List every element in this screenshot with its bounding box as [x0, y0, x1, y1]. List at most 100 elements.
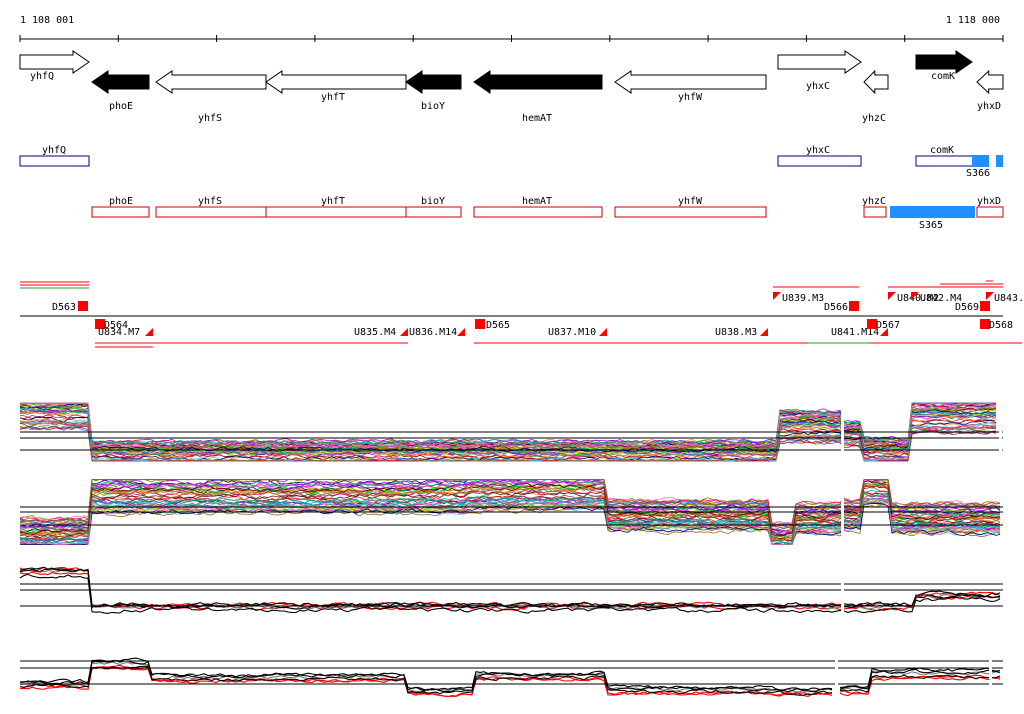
gene-label: yhfT: [321, 92, 345, 103]
expression-trace: [19, 480, 1001, 537]
segment-U834[interactable]: U834.M7: [98, 327, 153, 338]
cds-box-yhxC[interactable]: yhxC: [777, 145, 862, 167]
expression-trace: [20, 402, 996, 446]
gene-yhfW[interactable]: yhfW: [614, 70, 767, 103]
expression-trace: [19, 478, 1001, 535]
gene-yhzC[interactable]: yhzC: [862, 69, 889, 124]
coordinate-ruler: 1 108 001 1 118 000: [19, 15, 1004, 42]
segment-U842[interactable]: U842.M4: [911, 292, 962, 304]
segment-U835[interactable]: U835.M4: [354, 327, 408, 338]
segment-U843[interactable]: U843.: [986, 292, 1024, 304]
gene-yhxC[interactable]: yhxC: [777, 50, 862, 92]
transcript-box-label: yhfW: [678, 196, 703, 207]
gene-arrow-shape: [863, 69, 889, 95]
gene-comK[interactable]: comK: [915, 50, 973, 82]
transcript-box-yhfS[interactable]: yhfS: [155, 196, 267, 218]
gene-label: comK: [931, 71, 955, 82]
cds-box-comK[interactable]: comK: [915, 145, 975, 167]
segment-U837[interactable]: U837.M10: [548, 327, 607, 338]
transcript-box-label: yhxD: [977, 196, 1001, 207]
segment-U841[interactable]: U841.M14: [831, 327, 888, 338]
segment-label: U839.M3: [782, 293, 824, 304]
expression-trace: [19, 497, 1001, 545]
gene-bioY[interactable]: bioY: [405, 70, 462, 112]
expression-trace: [20, 664, 1001, 698]
segment-U838[interactable]: U838.M3: [715, 327, 768, 338]
sigma-site-S366[interactable]: [972, 155, 989, 167]
segment-D567[interactable]: D567: [867, 319, 900, 331]
transcript-box-yhxD[interactable]: yhxD: [976, 196, 1004, 218]
ruler-start-coordinate: 1 108 001: [20, 15, 74, 26]
gene-label: yhxC: [806, 81, 830, 92]
gene-arrow-shape: [976, 69, 1004, 95]
segment-D568[interactable]: D568: [980, 319, 1013, 331]
segment-label: U843.: [994, 293, 1024, 304]
expression-trace: [19, 566, 1001, 609]
expression-trace: [19, 403, 997, 453]
cds-box-yhfQ[interactable]: yhfQ: [19, 145, 90, 167]
segment-label: D563: [52, 302, 76, 313]
expression-trace: [19, 419, 997, 462]
segment-D569[interactable]: D569: [955, 301, 990, 313]
segment-label: D568: [989, 320, 1013, 331]
gene-yhfT[interactable]: yhfT: [265, 70, 407, 103]
segment-U839[interactable]: U839.M3: [773, 292, 824, 304]
gene-track: yhfQ phoE yhfS yhfT bioY hemAT yhfW yhxC…: [19, 50, 1004, 124]
gene-yhxD[interactable]: yhxD: [976, 69, 1004, 112]
gene-yhfS[interactable]: yhfS: [155, 70, 267, 124]
segment-label: U840.M2: [897, 293, 939, 304]
gene-arrow-shape: [265, 70, 407, 94]
gene-yhfQ[interactable]: yhfQ: [19, 50, 90, 82]
transcript-box-bioY[interactable]: bioY: [405, 196, 462, 218]
expression-trace: [19, 489, 1001, 546]
gene-phoE[interactable]: phoE: [91, 70, 150, 112]
segment-label: U834.M7: [98, 327, 140, 338]
expression-panel-4: [19, 648, 1003, 702]
expression-profile-panels: [19, 400, 1003, 702]
expression-trace: [19, 665, 1001, 696]
sigma-site-label: S366: [966, 168, 990, 179]
expression-trace: [19, 402, 997, 451]
segment-underlines: [20, 280, 1022, 348]
gene-arrow-shape: [19, 50, 90, 74]
probe-gap: [835, 648, 838, 702]
transcript-box-yhfT[interactable]: yhfT: [265, 196, 407, 218]
transcript-box-hemAT[interactable]: hemAT: [473, 196, 603, 218]
expression-trace: [19, 568, 1001, 610]
segment-D563[interactable]: D563: [52, 301, 88, 313]
segment-D566[interactable]: D566: [824, 301, 859, 313]
segment-D564[interactable]: D564: [95, 319, 128, 331]
expression-trace: [19, 479, 1001, 534]
segment-U840[interactable]: U840.M2: [888, 292, 939, 304]
transcript-box-label: phoE: [109, 196, 133, 207]
segment-label: D566: [824, 302, 848, 313]
probe-gap: [841, 400, 844, 464]
segmentation-track: D563 D564 U834.M7 U835.M4 U836.M14 D565 …: [20, 280, 1024, 348]
probe-gap: [841, 476, 844, 548]
sigma-site-S366-extension[interactable]: [996, 155, 1003, 167]
transcript-box-label: yhfS: [198, 196, 222, 207]
segment-D565[interactable]: D565: [475, 319, 510, 331]
probe-gap: [989, 648, 992, 702]
transcript-box-label: hemAT: [522, 196, 552, 207]
expression-trace: [19, 661, 1001, 693]
expression-trace: [19, 497, 1001, 546]
expression-trace: [19, 657, 1001, 691]
expression-trace: [19, 573, 1001, 614]
segment-U836[interactable]: U836.M14: [409, 327, 465, 338]
segment-label: U838.M3: [715, 327, 757, 338]
transcript-box-yhfW[interactable]: yhfW: [614, 196, 767, 218]
expression-trace: [19, 482, 1001, 541]
transcript-box-yhzC[interactable]: yhzC: [862, 196, 887, 218]
gene-hemAT[interactable]: hemAT: [473, 70, 603, 124]
gene-label: phoE: [109, 101, 133, 112]
expression-panel-1: [19, 400, 1003, 464]
gene-label: yhfW: [678, 92, 703, 103]
segment-label: U836.M14: [409, 327, 457, 338]
transcript-box-phoE[interactable]: phoE: [91, 196, 150, 218]
expression-trace: [19, 568, 1001, 610]
sigma-site-S365[interactable]: [890, 206, 975, 218]
gene-label: hemAT: [522, 113, 552, 124]
expression-trace: [20, 402, 996, 445]
